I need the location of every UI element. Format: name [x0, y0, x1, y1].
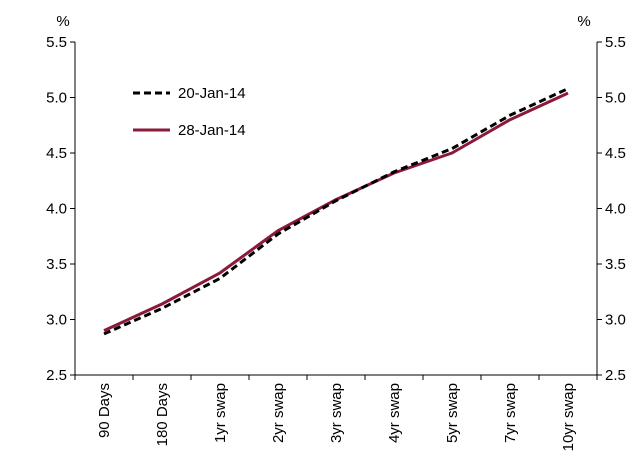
y-tick-label-right: 2.5: [605, 367, 626, 384]
x-tick-label: 180 Days: [154, 383, 171, 446]
x-tick-label: 7yr swap: [502, 383, 519, 443]
series-line-2: [103, 91, 569, 332]
legend-label: 20-Jan-14: [178, 85, 246, 102]
x-tick-label: 4yr swap: [386, 383, 403, 443]
x-tick-label: 5yr swap: [444, 383, 461, 443]
left-axis: 2.5 3.0 3.5 4.0 4.5 5.0 5.5: [46, 34, 75, 384]
y-tick-label-right: 3.5: [605, 256, 626, 273]
x-axis: 90 Days 180 Days 1yr swap 2yr swap 3yr swap 4…: [74, 375, 598, 451]
y-tick-label-left: 4.0: [46, 201, 67, 218]
x-tick-label: 10yr swap: [560, 383, 577, 451]
y-tick-label-left: 4.5: [46, 145, 67, 162]
y-tick-label-right: 3.0: [605, 312, 626, 329]
y-tick-label-right: 4.5: [605, 145, 626, 162]
y-tick-label-left: 3.5: [46, 256, 67, 273]
right-unit-label: %: [577, 13, 590, 30]
y-tick-label-right: 4.0: [605, 201, 626, 218]
series-line-1: [103, 87, 569, 336]
x-tick-label: 3yr swap: [328, 383, 345, 443]
left-unit-label: %: [56, 13, 69, 30]
right-axis: 2.5 3.0 3.5 4.0 4.5 5.0 5.5: [597, 34, 626, 384]
plot-frame: [74, 42, 598, 376]
y-tick-label-left: 2.5: [46, 367, 67, 384]
y-tick-label-left: 3.0: [46, 312, 67, 329]
y-tick-label-right: 5.0: [605, 90, 626, 107]
legend: 20-Jan-14 28-Jan-14: [133, 85, 246, 139]
series-lines: [103, 87, 569, 336]
y-tick-label-right: 5.5: [605, 34, 626, 51]
x-tick-label: 1yr swap: [212, 383, 229, 443]
y-tick-label-left: 5.5: [46, 34, 67, 51]
x-tick-label: 2yr swap: [270, 383, 287, 443]
legend-label: 28-Jan-14: [178, 122, 246, 139]
y-tick-label-left: 5.0: [46, 90, 67, 107]
x-tick-label: 90 Days: [96, 383, 113, 438]
